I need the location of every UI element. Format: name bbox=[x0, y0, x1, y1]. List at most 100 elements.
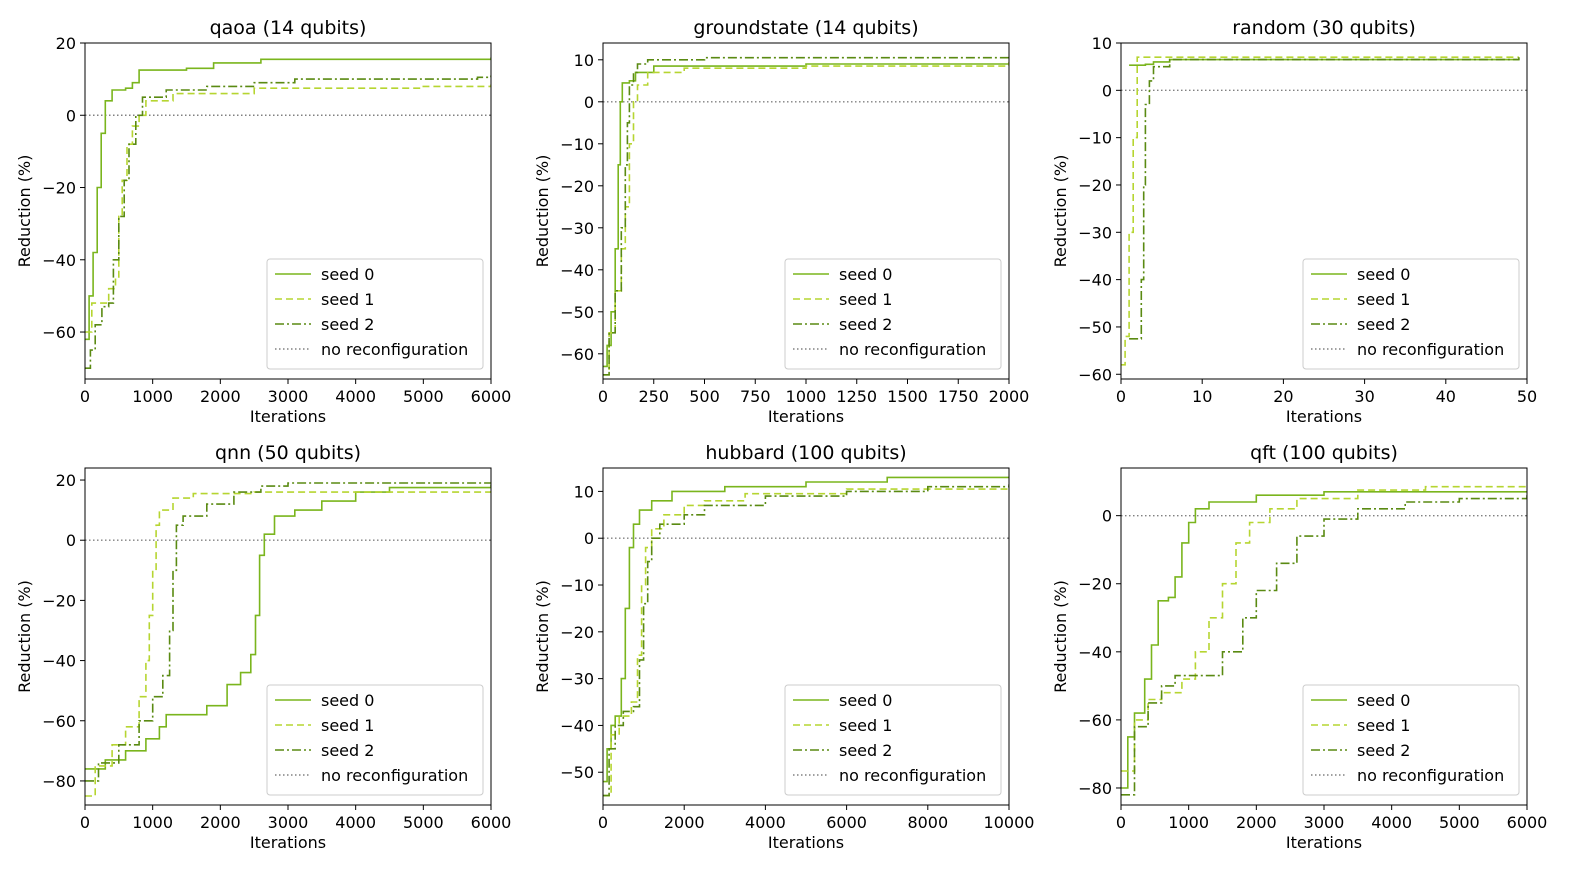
series-line-seed-0 bbox=[603, 476, 1009, 783]
legend-box bbox=[1302, 258, 1520, 370]
subplot-4: hubbard (100 qubits)0 2000 4000 6000 8000 100… bbox=[533, 442, 1034, 852]
y-tick-label: 10 bbox=[574, 51, 594, 70]
x-tick-label: 5000 bbox=[1439, 813, 1480, 832]
legend-label: no reconfiguration bbox=[1357, 766, 1504, 785]
y-tick-label: −20 bbox=[1078, 575, 1112, 594]
legend-label: no reconfiguration bbox=[1357, 340, 1504, 359]
subplot-5: qft (100 qubits) 0 1000 2000 3000 4000 5000 600… bbox=[1051, 442, 1547, 852]
chart-title: random (30 qubits) bbox=[1232, 17, 1416, 39]
y-tick-label: −30 bbox=[560, 670, 594, 689]
x-tick-label: 6000 bbox=[826, 813, 867, 832]
legend-label: seed 1 bbox=[1357, 290, 1410, 309]
x-tick-label: 4000 bbox=[745, 813, 786, 832]
y-tick-label: −40 bbox=[42, 251, 76, 270]
y-tick-label: −20 bbox=[42, 591, 76, 610]
y-tick-label: −40 bbox=[560, 261, 594, 280]
y-tick-label: −60 bbox=[42, 323, 76, 342]
chart-title: groundstate (14 qubits) bbox=[693, 17, 918, 39]
y-tick-label: 0 bbox=[1102, 507, 1112, 526]
x-tick-label: 20 bbox=[1273, 387, 1293, 406]
legend-label: seed 2 bbox=[1357, 741, 1410, 760]
y-tick-label: 0 bbox=[1102, 81, 1112, 100]
x-tick-label: 40 bbox=[1436, 387, 1456, 406]
subplot-3: qnn (50 qubits) 0 1000 2000 3000 4000 5000 6000… bbox=[15, 442, 511, 852]
x-tick-label: 1750 bbox=[938, 387, 979, 406]
x-tick-label: 3000 bbox=[268, 813, 309, 832]
x-tick-label: 10 bbox=[1192, 387, 1212, 406]
y-tick-label: −60 bbox=[1078, 365, 1112, 384]
y-tick-label: 20 bbox=[56, 34, 76, 53]
chart-title: qnn (50 qubits) bbox=[215, 442, 361, 464]
x-tick-label: 500 bbox=[689, 387, 720, 406]
series-line-seed-2 bbox=[603, 484, 1009, 797]
legend-label: seed 2 bbox=[839, 741, 892, 760]
y-axis-label: Reduction (%) bbox=[1051, 580, 1070, 693]
x-tick-label: 4000 bbox=[335, 813, 376, 832]
legend-label: no reconfiguration bbox=[839, 340, 986, 359]
y-tick-label: −60 bbox=[42, 712, 76, 731]
legend-label: seed 0 bbox=[839, 691, 892, 710]
legend: seed 0 seed 1 seed 2 no reconfiguration bbox=[784, 684, 1002, 796]
legend: seed 0 seed 1 seed 2 no reconfiguration bbox=[1302, 684, 1520, 796]
legend-label: seed 1 bbox=[839, 290, 892, 309]
y-tick-label: −30 bbox=[560, 219, 594, 238]
y-tick-label: −40 bbox=[1078, 643, 1112, 662]
y-axis-label: Reduction (%) bbox=[533, 155, 552, 268]
y-tick-label: −40 bbox=[560, 716, 594, 735]
x-axis-label: Iterations bbox=[250, 407, 326, 426]
legend: seed 0 seed 1 seed 2 no reconfiguration bbox=[266, 684, 484, 796]
series-line-seed-2 bbox=[1129, 57, 1520, 340]
y-tick-label: −20 bbox=[560, 623, 594, 642]
legend: seed 0 seed 1 seed 2 no reconfiguration bbox=[1302, 258, 1520, 370]
y-tick-label: −50 bbox=[560, 303, 594, 322]
series-line-seed-2 bbox=[85, 75, 491, 369]
y-tick-label: 0 bbox=[66, 531, 76, 550]
y-tick-label: −50 bbox=[1078, 318, 1112, 337]
series-line-seed-0 bbox=[85, 57, 491, 341]
legend: seed 0 seed 1 seed 2 no reconfiguration bbox=[784, 258, 1002, 370]
x-tick-label: 5000 bbox=[403, 813, 444, 832]
x-tick-label: 5000 bbox=[403, 387, 444, 406]
series-line-seed-0 bbox=[603, 63, 1009, 368]
x-axis-label: Iterations bbox=[768, 833, 844, 852]
x-tick-label: 2000 bbox=[664, 813, 705, 832]
x-tick-label: 0 bbox=[80, 813, 90, 832]
x-tick-label: 750 bbox=[740, 387, 771, 406]
x-tick-label: 2000 bbox=[200, 813, 241, 832]
x-tick-label: 1000 bbox=[786, 387, 827, 406]
legend-box bbox=[784, 684, 1002, 796]
x-tick-label: 1000 bbox=[1168, 813, 1209, 832]
legend-label: seed 2 bbox=[1357, 315, 1410, 334]
y-tick-label: −10 bbox=[560, 135, 594, 154]
legend-label: seed 2 bbox=[321, 741, 374, 760]
legend-label: seed 2 bbox=[321, 315, 374, 334]
x-axis-label: Iterations bbox=[768, 407, 844, 426]
y-tick-label: 0 bbox=[66, 106, 76, 125]
series-line-seed-1 bbox=[603, 61, 1009, 376]
series-line-seed-2 bbox=[603, 56, 1009, 376]
x-tick-label: 50 bbox=[1517, 387, 1537, 406]
y-tick-label: 10 bbox=[574, 482, 594, 501]
x-tick-label: 10000 bbox=[984, 813, 1035, 832]
x-tick-label: 0 bbox=[598, 387, 608, 406]
x-tick-label: 2000 bbox=[989, 387, 1030, 406]
chart-title: qaoa (14 qubits) bbox=[210, 17, 367, 39]
y-tick-label: 0 bbox=[584, 93, 594, 112]
y-tick-label: −20 bbox=[42, 179, 76, 198]
legend-label: no reconfiguration bbox=[321, 340, 468, 359]
legend-label: no reconfiguration bbox=[321, 766, 468, 785]
y-tick-label: −80 bbox=[42, 772, 76, 791]
legend-label: seed 0 bbox=[1357, 691, 1410, 710]
x-tick-label: 4000 bbox=[1371, 813, 1412, 832]
y-tick-label: −60 bbox=[1078, 711, 1112, 730]
legend-label: seed 0 bbox=[321, 265, 374, 284]
plot-area-frame bbox=[602, 467, 1010, 806]
chart-title: hubbard (100 qubits) bbox=[705, 442, 906, 464]
series-line-seed-0 bbox=[1129, 58, 1519, 66]
x-tick-label: 3000 bbox=[1304, 813, 1345, 832]
legend-box bbox=[1302, 684, 1520, 796]
legend-label: seed 0 bbox=[321, 691, 374, 710]
series-line-seed-2 bbox=[1121, 495, 1527, 796]
y-tick-label: −60 bbox=[560, 345, 594, 364]
